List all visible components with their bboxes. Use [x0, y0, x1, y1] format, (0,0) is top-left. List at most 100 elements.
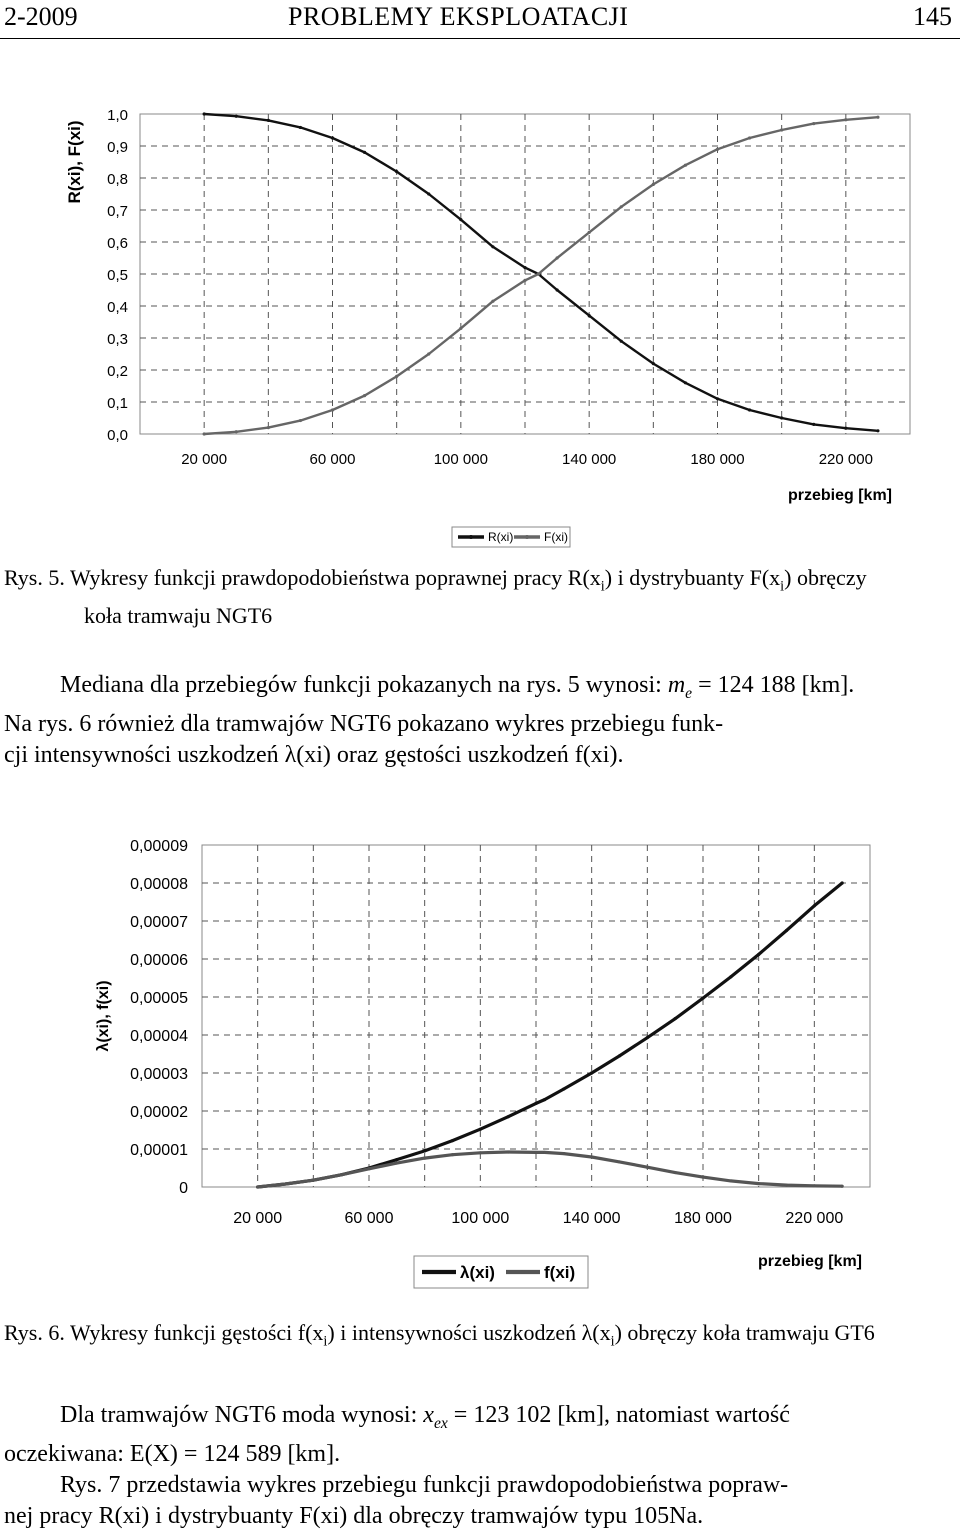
data-point — [673, 1017, 677, 1021]
data-point — [844, 426, 848, 430]
y-tick-label: 0,00009 — [130, 838, 188, 855]
x-tick-label: 60 000 — [345, 1210, 394, 1227]
data-point — [555, 256, 559, 260]
data-point — [427, 352, 431, 356]
legend-marker — [525, 535, 529, 539]
data-point — [491, 245, 495, 249]
data-point — [876, 429, 880, 433]
data-point — [506, 1150, 510, 1154]
figure-5-caption: Rys. 5. Wykresy funkcji prawdopodobieńst… — [4, 563, 954, 631]
data-point — [339, 1173, 343, 1177]
y-tick-label: 0,00001 — [130, 1142, 188, 1159]
data-point — [367, 1167, 371, 1171]
caption-text: Wykresy funkcji gęstości f(x — [69, 1320, 324, 1345]
y-tick-label: 0,8 — [107, 171, 128, 188]
data-point — [645, 1165, 649, 1169]
caption-label: Rys. 5. — [4, 565, 65, 590]
chart-reliability-distribution: 0,0 0,1 0,2 0,3 0,4 0,5 0,6 0,7 0,8 0,9 1,0 20 000 6… — [65, 107, 911, 548]
data-point — [844, 118, 848, 122]
data-point — [683, 381, 688, 385]
header-rule — [0, 38, 960, 39]
y-axis-label: λ(xi), f(xi) — [95, 980, 112, 1051]
data-point — [523, 266, 527, 270]
series-line-b — [257, 1150, 843, 1189]
data-point — [395, 170, 399, 174]
y-tick-label: 0,2 — [107, 363, 128, 380]
data-point — [651, 182, 655, 186]
data-point — [423, 1149, 427, 1153]
data-point — [729, 975, 733, 979]
data-point — [395, 1158, 399, 1162]
data-point — [729, 1179, 733, 1183]
page-header: 2-2009 PROBLEMY EKSPLOATACJI 145 — [0, 0, 960, 40]
y-tick-label: 0,5 — [107, 267, 128, 284]
data-point — [651, 362, 655, 366]
data-point — [536, 272, 541, 276]
data-point — [234, 114, 238, 118]
data-point — [202, 112, 206, 116]
data-point — [298, 418, 303, 423]
data-point — [427, 192, 431, 196]
data-point — [362, 394, 367, 398]
data-point — [506, 1115, 510, 1119]
paragraph-mode: Dla tramwajów NGT6 moda wynosi: xex = 12… — [4, 1402, 790, 1529]
legend-marker — [437, 1270, 441, 1274]
data-point — [362, 150, 367, 154]
data-point — [478, 1151, 482, 1155]
data-point — [534, 1150, 538, 1155]
data-point — [395, 1161, 399, 1165]
y-tick-label: 0,00008 — [130, 876, 188, 893]
paragraph-median: Mediana dla przebiegów funkcji pokazanyc… — [4, 672, 855, 768]
data-point — [701, 996, 705, 1000]
x-tick-label: 180 000 — [690, 451, 744, 468]
data-point — [330, 408, 335, 412]
x-tick-label: 220 000 — [819, 451, 873, 468]
data-point — [555, 288, 559, 292]
y-tick-label: 0,00003 — [130, 1066, 188, 1083]
x-tick-label: 20 000 — [181, 451, 227, 468]
data-point — [780, 128, 784, 132]
caption-label: Rys. 6. — [4, 1320, 65, 1345]
data-point — [298, 125, 303, 130]
data-point — [562, 1151, 566, 1156]
caption-line-2: koła tramwaju NGT6 — [84, 603, 273, 629]
data-point — [757, 952, 761, 957]
data-point — [747, 136, 752, 140]
legend-label: R(xi) — [488, 530, 513, 544]
data-point — [840, 881, 844, 885]
data-point — [619, 339, 623, 343]
data-point — [812, 904, 816, 908]
data-point — [234, 430, 238, 434]
data-point — [523, 278, 527, 282]
legend-label: f(xi) — [544, 1263, 575, 1282]
y-tick-label: 0,1 — [107, 395, 128, 412]
data-point — [617, 1054, 622, 1058]
data-point — [202, 432, 206, 436]
journal-title: PROBLEMY EKSPLOATACJI — [288, 2, 629, 31]
data-point — [543, 1098, 547, 1102]
y-tick-label: 0,00006 — [130, 952, 188, 969]
issue-number: 2-2009 — [4, 2, 78, 31]
x-tick-label: 60 000 — [310, 451, 356, 468]
data-point — [840, 1184, 844, 1188]
data-point — [534, 1101, 538, 1105]
x-tick-label: 140 000 — [562, 451, 616, 468]
x-tick-label: 220 000 — [785, 1210, 843, 1227]
figure-6-caption: Rys. 6. Wykresy funkcji gęstości f(xi) i… — [4, 1320, 875, 1350]
x-axis-label: przebieg [km] — [758, 1253, 862, 1270]
chart-density-intensity: 0 0,00001 0,00002 0,00003 0,00004 0,00005 0,00… — [95, 838, 871, 1289]
data-point — [459, 326, 463, 330]
legend-marker — [521, 1270, 525, 1274]
data-point — [812, 422, 816, 426]
legend-label: λ(xi) — [460, 1263, 495, 1282]
y-tick-label: 0,00002 — [130, 1104, 188, 1121]
data-point — [812, 122, 816, 126]
caption-text: Wykresy funkcji prawdopodobieństwa popra… — [69, 565, 601, 590]
data-point — [266, 426, 270, 430]
data-point — [617, 1160, 622, 1164]
page-number: 145 — [913, 2, 952, 31]
y-tick-label: 0 — [179, 1180, 188, 1197]
legend-marker — [469, 535, 473, 539]
data-point — [701, 1175, 705, 1179]
y-tick-label: 0,3 — [107, 331, 128, 348]
